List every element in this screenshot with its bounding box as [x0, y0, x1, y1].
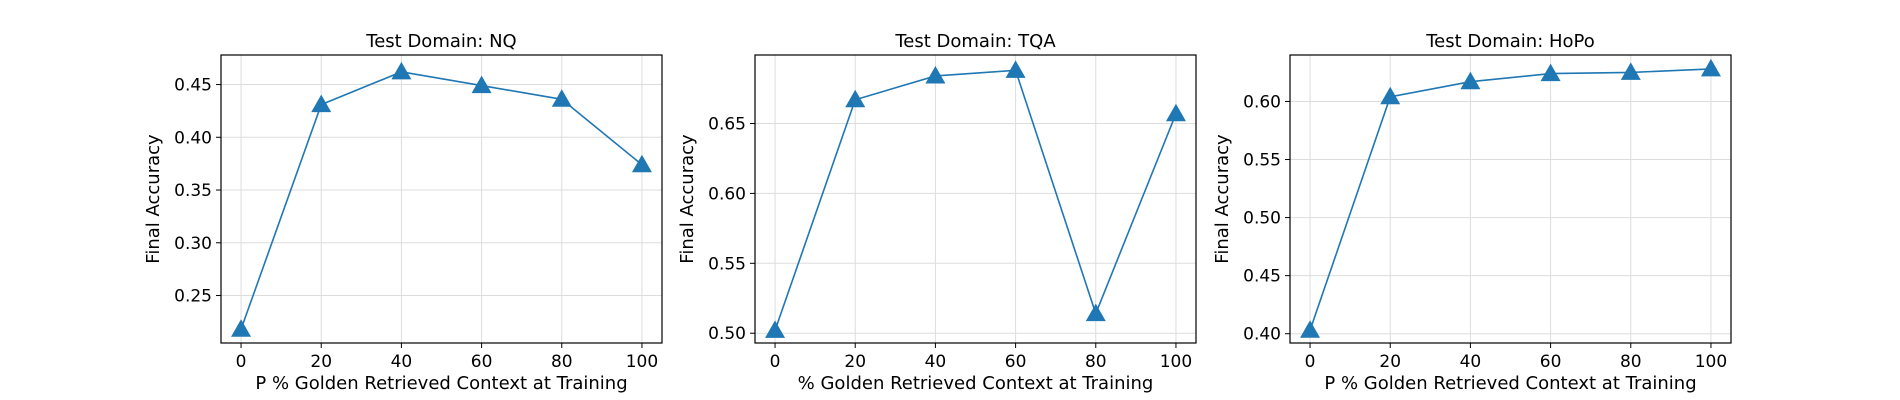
data-point-marker [1620, 62, 1641, 80]
plot-frame [220, 54, 663, 344]
y-tick-label: 0.35 [174, 181, 212, 201]
y-tick-label: 0.25 [174, 287, 212, 307]
data-point-marker [765, 320, 786, 338]
chart-title: Test Domain: HoPo [1425, 31, 1595, 52]
data-point-marker [1005, 60, 1026, 78]
plot-frame [1289, 54, 1732, 344]
data-point-marker [925, 65, 946, 84]
y-tick-label: 0.40 [1243, 325, 1281, 345]
y-tick-label: 0.65 [708, 115, 746, 135]
x-tick-label: 80 [1085, 352, 1107, 372]
x-tick-label: 0 [1305, 352, 1316, 372]
x-axis-label: P % Golden Retrieved Context at Training [1324, 373, 1696, 394]
data-point-marker [551, 89, 572, 107]
x-tick-label: 20 [1379, 352, 1401, 372]
data-point-marker [1540, 63, 1561, 82]
x-axis-label: P % Golden Retrieved Context at Training [255, 373, 627, 394]
y-tick-label: 0.50 [1243, 209, 1281, 229]
y-axis-label: Final Accuracy [1212, 134, 1233, 264]
x-tick-label: 100 [1695, 352, 1727, 372]
plot-frame [754, 54, 1197, 344]
chart-title: Test Domain: NQ [365, 31, 516, 52]
y-tick-label: 0.55 [1243, 151, 1281, 171]
x-tick-label: 0 [236, 352, 247, 372]
data-point-marker [1085, 303, 1106, 322]
y-tick-label: 0.40 [174, 128, 212, 148]
y-axis-label: Final Accuracy [143, 134, 164, 264]
x-tick-label: 20 [310, 352, 332, 372]
x-tick-label: 80 [551, 352, 573, 372]
x-tick-label: 40 [1460, 352, 1482, 372]
y-tick-label: 0.45 [1243, 267, 1281, 287]
y-tick-label: 0.30 [174, 234, 212, 254]
x-tick-label: 0 [770, 352, 781, 372]
x-tick-label: 100 [1160, 352, 1192, 372]
series-line [1309, 68, 1711, 331]
y-tick-label: 0.60 [708, 184, 746, 204]
x-tick-label: 40 [391, 352, 413, 372]
data-point-marker [1300, 320, 1321, 338]
data-point-marker [311, 94, 332, 113]
chart-panel-1: 0 20 40 60 80 100 0.25 0.30 0.35 0.40 0.45 Test Dom… [143, 31, 663, 394]
data-point-marker [471, 75, 492, 94]
x-tick-label: 80 [1620, 352, 1642, 372]
y-tick-label: 0.45 [174, 76, 212, 96]
data-point-marker [1700, 58, 1721, 77]
series-line [240, 71, 643, 330]
chart-panel-3: 0 20 40 60 80 100 0.40 0.45 0.50 0.55 0.60 Test Dom… [1212, 31, 1732, 394]
y-tick-label: 0.60 [1243, 92, 1281, 112]
data-point-marker [1380, 86, 1401, 105]
x-tick-label: 100 [626, 352, 658, 372]
data-point-marker [391, 61, 412, 80]
x-axis-label: % Golden Retrieved Context at Training [798, 373, 1154, 394]
chart-title: Test Domain: TQA [894, 31, 1056, 52]
data-point-marker [1165, 103, 1186, 122]
x-tick-label: 20 [844, 352, 866, 372]
y-tick-label: 0.50 [708, 324, 746, 344]
data-point-marker [231, 319, 252, 337]
x-tick-label: 60 [471, 352, 493, 372]
x-tick-label: 40 [925, 352, 947, 372]
data-point-marker [631, 154, 652, 173]
data-point-marker [845, 89, 866, 108]
x-tick-label: 60 [1005, 352, 1027, 372]
x-tick-label: 60 [1540, 352, 1562, 372]
series-line [774, 69, 1177, 331]
y-axis-label: Final Accuracy [677, 134, 698, 264]
y-tick-label: 0.55 [708, 254, 746, 274]
data-point-marker [1460, 71, 1481, 90]
chart-panel-2: 0 20 40 60 80 100 0.50 0.55 0.60 0.65 Test Domain:… [677, 31, 1197, 394]
